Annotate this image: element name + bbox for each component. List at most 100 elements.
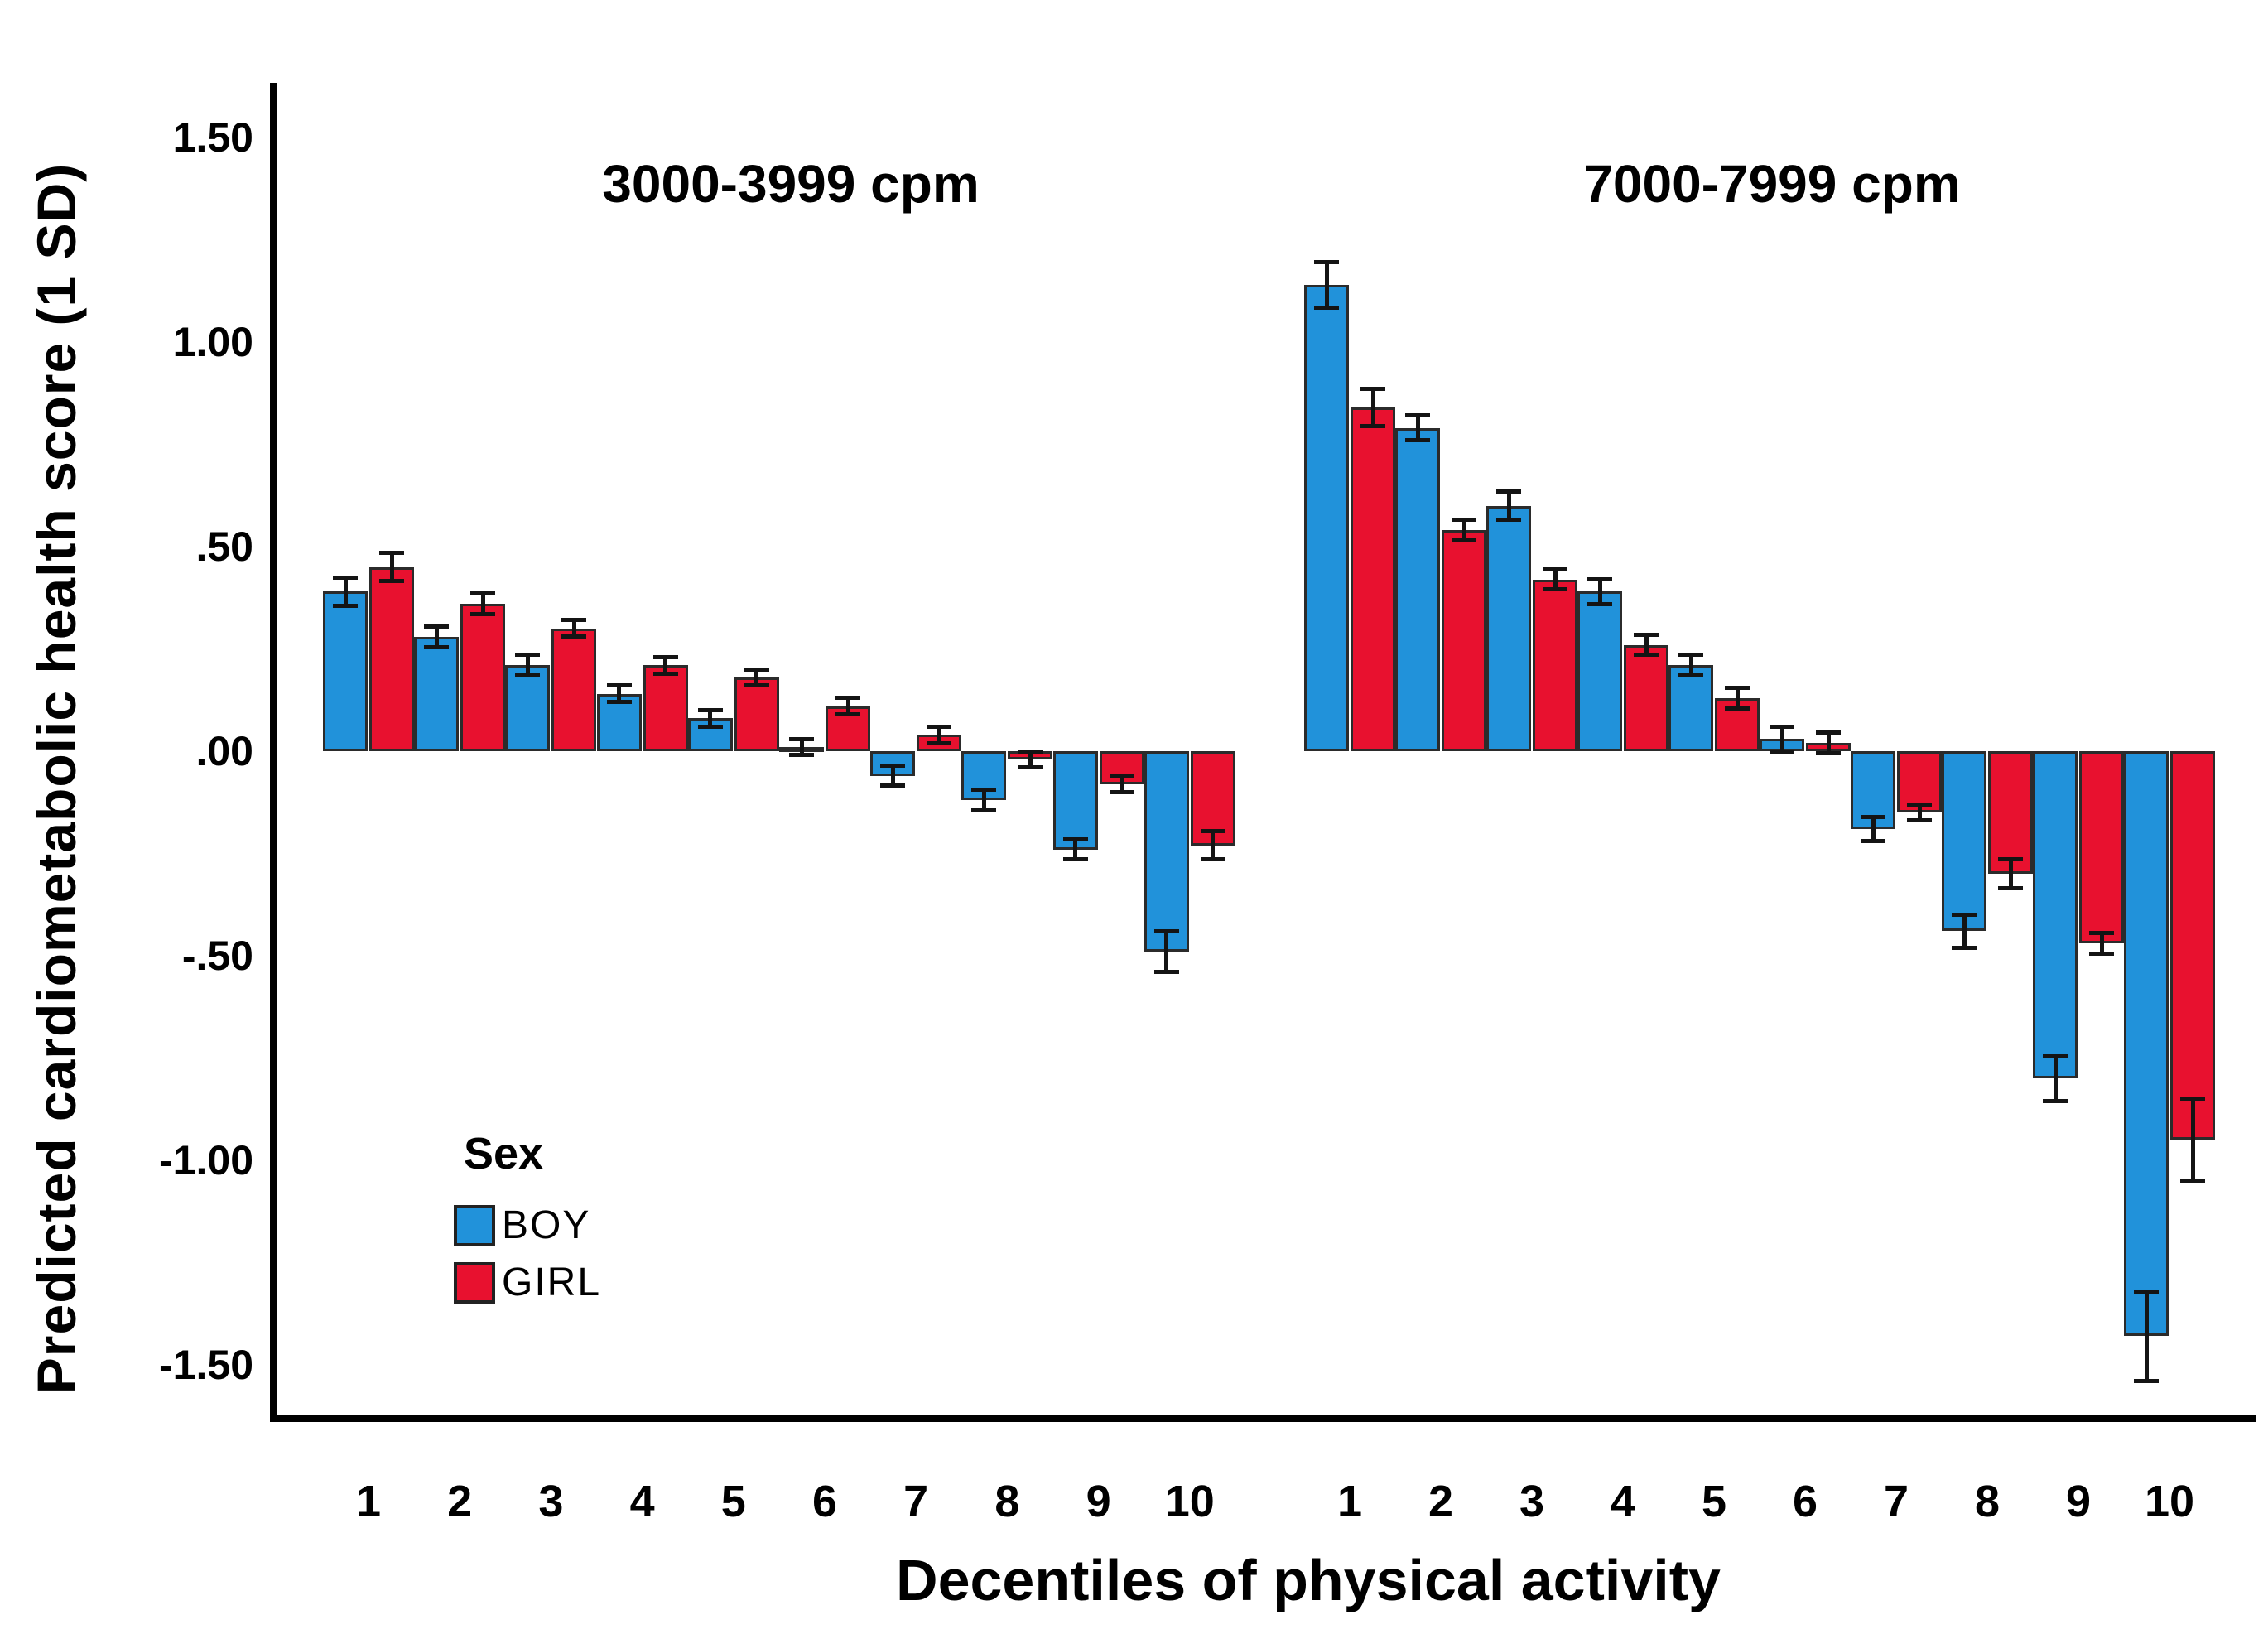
error-bar (1826, 732, 1831, 754)
left-panel-d1-boy-bar (323, 591, 368, 751)
y-tick-label: -.50 (181, 933, 253, 979)
error-bar (1324, 262, 1329, 307)
right-panel-d3-girl-bar (1533, 579, 1577, 751)
left-panel-d3-boy-bar (505, 665, 551, 751)
error-bar-cap (1907, 802, 1932, 807)
error-bar (571, 619, 576, 637)
error-bar-cap (1496, 518, 1521, 523)
y-tick-label: -1.00 (159, 1137, 253, 1183)
x-tick-label: 9 (1086, 1477, 1111, 1526)
error-bar-cap (1816, 730, 1841, 735)
error-bar (343, 577, 348, 606)
error-bar (1415, 415, 1420, 441)
right-panel-d4-boy-bar (1577, 591, 1622, 751)
error-bar-cap (1770, 724, 1794, 729)
error-bar-cap (971, 788, 997, 793)
left-panel-d10-boy-bar (1144, 751, 1189, 952)
y-axis-line (270, 83, 277, 1422)
error-bar-cap (2180, 1097, 2205, 1102)
y-tick-label: 1.50 (172, 114, 253, 161)
error-bar-cap (2043, 1053, 2068, 1058)
left-panel-d8-boy-bar (961, 751, 1007, 801)
y-tick-label: .50 (195, 523, 253, 570)
error-bar (1028, 751, 1033, 768)
x-tick-label: 4 (1610, 1477, 1636, 1526)
error-bar-cap (1952, 945, 1977, 950)
error-bar-cap (697, 724, 723, 729)
error-bar (1073, 839, 1078, 860)
error-bar-cap (1200, 828, 1225, 833)
error-bar-cap (2089, 952, 2114, 957)
error-bar (434, 626, 439, 648)
error-bar-cap (1587, 601, 1612, 606)
error-bar-cap (561, 618, 587, 623)
error-bar (1871, 817, 1876, 841)
error-bar-cap (1109, 789, 1134, 794)
left-panel-d3-girl-bar (551, 628, 597, 751)
x-axis-title: Decentiles of physical activity (896, 1548, 1721, 1612)
legend-label-girl: GIRL (502, 1261, 602, 1304)
error-bar-cap (880, 783, 906, 788)
error-bar-cap (1952, 913, 1977, 918)
error-bar-cap (424, 624, 450, 629)
error-bar (2099, 933, 2104, 954)
error-bar (525, 654, 530, 676)
error-bar-cap (971, 808, 997, 813)
error-bar-cap (379, 550, 404, 555)
error-bar (754, 669, 759, 686)
error-bar (1506, 491, 1511, 520)
error-bar-cap (1587, 577, 1612, 582)
error-bar-cap (333, 604, 358, 609)
error-bar-cap (1405, 438, 1430, 443)
right-panel-d5-boy-bar (1668, 665, 1713, 751)
error-bar-cap (927, 724, 952, 729)
error-bar-cap (515, 673, 541, 678)
y-axis-title: Predicted cardiometabolic health score (… (26, 162, 87, 1395)
error-bar-cap (1543, 587, 1567, 592)
error-bar-cap (1452, 538, 1476, 543)
error-bar-cap (2180, 1179, 2205, 1183)
error-bar-cap (1861, 839, 1885, 844)
panel-title-left: 3000-3999 cpm (602, 154, 980, 214)
error-bar-cap (2043, 1098, 2068, 1103)
error-bar-cap (1725, 706, 1750, 711)
right-panel-d8-girl-bar (1988, 751, 2033, 875)
right-panel-d9-girl-bar (2079, 751, 2124, 944)
x-tick-label: 10 (2144, 1477, 2195, 1526)
boy-color-swatch (454, 1204, 495, 1246)
error-bar-cap (927, 740, 952, 745)
error-bar-cap (835, 696, 860, 701)
error-bar-cap (1907, 818, 1932, 823)
x-tick-label: 3 (1519, 1477, 1545, 1526)
right-panel-d1-boy-bar (1304, 284, 1349, 751)
error-bar-cap (515, 653, 541, 658)
error-bar-cap (561, 634, 587, 639)
error-bar-cap (1634, 653, 1659, 658)
error-bar-cap (652, 654, 678, 659)
error-bar (1120, 775, 1124, 793)
error-bar-cap (652, 671, 678, 676)
error-bar-cap (880, 763, 906, 768)
x-tick-label: 5 (1701, 1477, 1727, 1526)
girl-color-swatch (454, 1261, 495, 1304)
error-bar-cap (1062, 857, 1088, 862)
right-panel-d10-boy-bar (2124, 751, 2169, 1337)
error-bar (617, 685, 622, 702)
error-bar-cap (1998, 857, 2023, 862)
error-bar (1553, 569, 1558, 590)
error-bar-cap (1861, 814, 1885, 819)
error-bar (1164, 931, 1169, 972)
error-bar-cap (1405, 413, 1430, 418)
error-bar-cap (1634, 632, 1659, 637)
error-bar (2008, 859, 2013, 889)
error-bar (480, 593, 485, 615)
error-bar (937, 726, 941, 744)
y-tick-label: .00 (195, 728, 253, 774)
error-bar-cap (1496, 489, 1521, 494)
error-bar-cap (1062, 836, 1088, 841)
error-bar (2053, 1056, 2058, 1102)
error-bar-cap (1998, 885, 2023, 890)
legend: Sex BOY GIRL (454, 1128, 601, 1305)
error-bar-cap (2089, 931, 2114, 936)
